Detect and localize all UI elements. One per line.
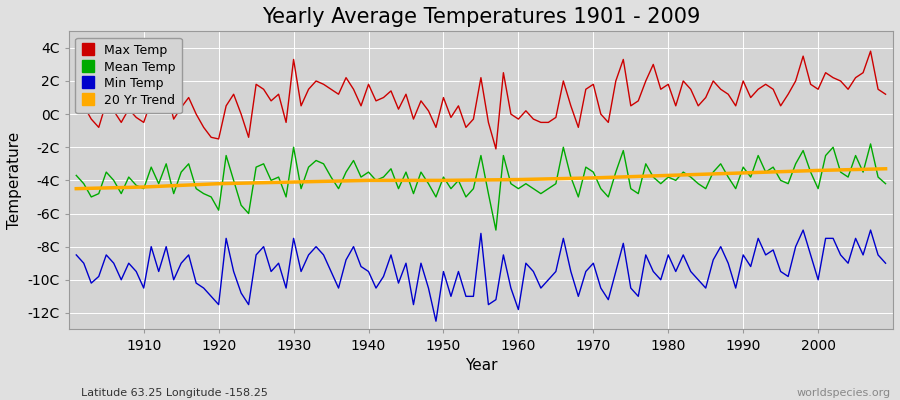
Title: Yearly Average Temperatures 1901 - 2009: Yearly Average Temperatures 1901 - 2009 [262,7,700,27]
Y-axis label: Temperature: Temperature [7,132,22,229]
Legend: Max Temp, Mean Temp, Min Temp, 20 Yr Trend: Max Temp, Mean Temp, Min Temp, 20 Yr Tre… [75,38,182,113]
Text: Latitude 63.25 Longitude -158.25: Latitude 63.25 Longitude -158.25 [81,388,268,398]
Text: worldspecies.org: worldspecies.org [796,388,891,398]
X-axis label: Year: Year [464,358,497,373]
